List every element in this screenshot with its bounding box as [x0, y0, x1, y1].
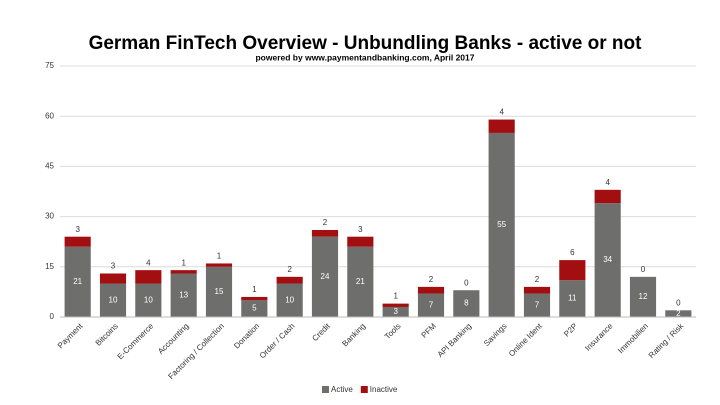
chart-subtitle: powered by www.paymentandbanking.com, Ap…: [255, 52, 474, 62]
bar-segment: [347, 246, 374, 317]
data-label: 3: [393, 307, 398, 316]
data-label: 10: [144, 295, 153, 304]
bar-segment: [241, 300, 268, 317]
data-label: 8: [464, 299, 469, 308]
data-label: 10: [109, 295, 118, 304]
data-label: 4: [605, 178, 610, 187]
bar-segment: [99, 273, 127, 284]
data-label: 21: [356, 277, 365, 286]
data-label: 7: [535, 300, 540, 309]
data-label: 6: [570, 248, 575, 257]
data-label: 12: [639, 292, 648, 301]
bar-segment: [205, 263, 233, 267]
data-label: 55: [497, 220, 506, 229]
data-label: 4: [499, 108, 504, 117]
data-label: 3: [111, 262, 116, 271]
bar-segment: [311, 236, 339, 317]
bar-segment: [665, 310, 692, 317]
bar-segment: [523, 286, 551, 294]
data-label: 0: [676, 298, 681, 307]
data-label: 10: [285, 295, 294, 304]
data-label: 34: [603, 255, 612, 264]
bar-segment: [523, 293, 551, 317]
data-label: 2: [535, 275, 540, 284]
data-label: 3: [358, 225, 363, 234]
data-label: 1: [252, 285, 257, 294]
data-label: 11: [568, 294, 577, 303]
y-tick-label: 45: [45, 162, 54, 171]
bar-segment: [311, 229, 339, 237]
bar-segment: [170, 273, 197, 317]
bar-segment: [417, 286, 445, 294]
bar-segment: [347, 236, 374, 247]
y-tick-label: 60: [45, 111, 54, 120]
bar-segment: [170, 270, 197, 274]
data-label: 5: [252, 304, 257, 313]
bar-segment: [135, 270, 162, 284]
bar-segment: [488, 119, 515, 133]
bar-segment: [64, 236, 91, 247]
bar-segment: [559, 260, 586, 281]
data-label: 0: [641, 265, 646, 274]
legend-swatch: [360, 386, 368, 393]
bar-segment: [241, 296, 268, 301]
chart-title: German FinTech Overview - Unbundling Ban…: [89, 33, 643, 54]
data-label: 2: [676, 309, 681, 318]
y-tick-label: 30: [45, 212, 54, 221]
data-label: 3: [75, 225, 80, 234]
data-label: 7: [429, 300, 434, 309]
bar-segment: [205, 266, 233, 317]
data-label: 2: [287, 265, 292, 274]
bar-segment: [276, 276, 303, 284]
data-label: 0: [464, 278, 469, 287]
bar-segment: [559, 280, 586, 317]
bar-segment: [99, 283, 127, 317]
data-label: 2: [323, 218, 328, 227]
data-label: 15: [215, 287, 224, 296]
bar-segment: [594, 189, 621, 204]
data-label: 1: [217, 252, 222, 261]
bar-segment: [488, 132, 515, 317]
data-label: 1: [181, 258, 186, 267]
bar-segment: [417, 293, 445, 317]
data-label: 2: [429, 275, 434, 284]
bar-segment: [629, 276, 657, 317]
bar-segment: [594, 203, 621, 317]
bar-segment: [382, 303, 409, 307]
y-tick-label: 15: [45, 262, 54, 271]
data-label: 24: [321, 272, 330, 281]
y-tick-label: 0: [50, 312, 55, 321]
legend-swatch: [322, 386, 329, 393]
bar-segment: [276, 283, 303, 317]
bar-segment: [382, 306, 409, 317]
data-label: 1: [393, 292, 398, 301]
legend-label: Inactive: [370, 385, 398, 394]
bar-segment: [453, 290, 480, 317]
data-label: 4: [146, 258, 151, 267]
data-label: 21: [73, 277, 82, 286]
bar-segment: [64, 246, 91, 317]
bar-segment: [135, 283, 162, 317]
y-tick-label: 75: [45, 61, 54, 70]
legend-label: Active: [331, 385, 353, 394]
data-label: 13: [179, 290, 188, 299]
